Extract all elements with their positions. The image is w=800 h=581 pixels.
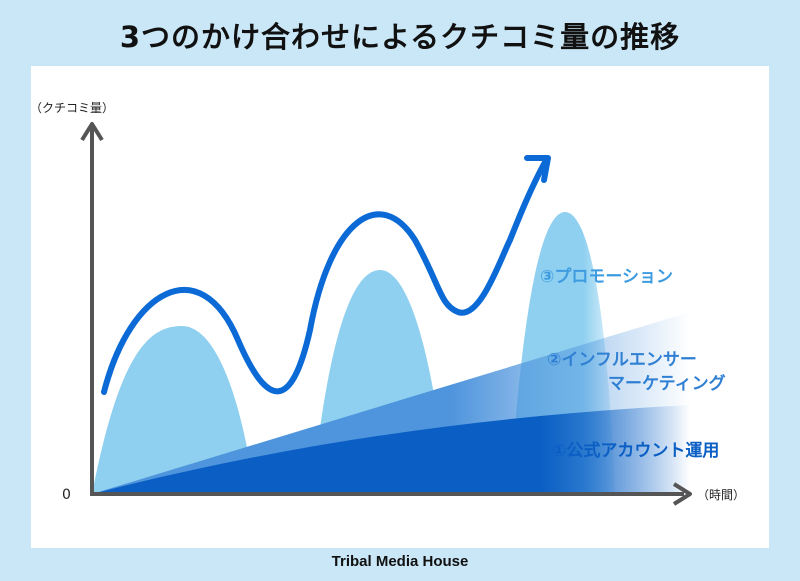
- y-axis-arrow: [80, 122, 104, 142]
- label-influencer-line2: マーケティング: [608, 373, 726, 394]
- label-promotion: ③プロモーション: [540, 266, 673, 287]
- diagram-title: 3つのかけ合わせによるクチコミ量の推移: [119, 20, 681, 54]
- trend-line: [101, 159, 548, 395]
- official-account-layer: [92, 405, 690, 494]
- trend-arrowhead: [524, 155, 551, 183]
- label-influencer-line1: ②インフルエンサー: [547, 350, 697, 370]
- x-axis-label: （時間）: [697, 488, 745, 502]
- promotion-bump-1: [92, 326, 255, 494]
- label-official-account: ①公式アカウント運用: [552, 440, 719, 461]
- footer-brand: Tribal Media House: [331, 553, 469, 570]
- y-axis-label: （クチコミ量）: [30, 101, 114, 115]
- x-axis-arrow: [672, 482, 692, 506]
- origin-label: 0: [62, 487, 71, 503]
